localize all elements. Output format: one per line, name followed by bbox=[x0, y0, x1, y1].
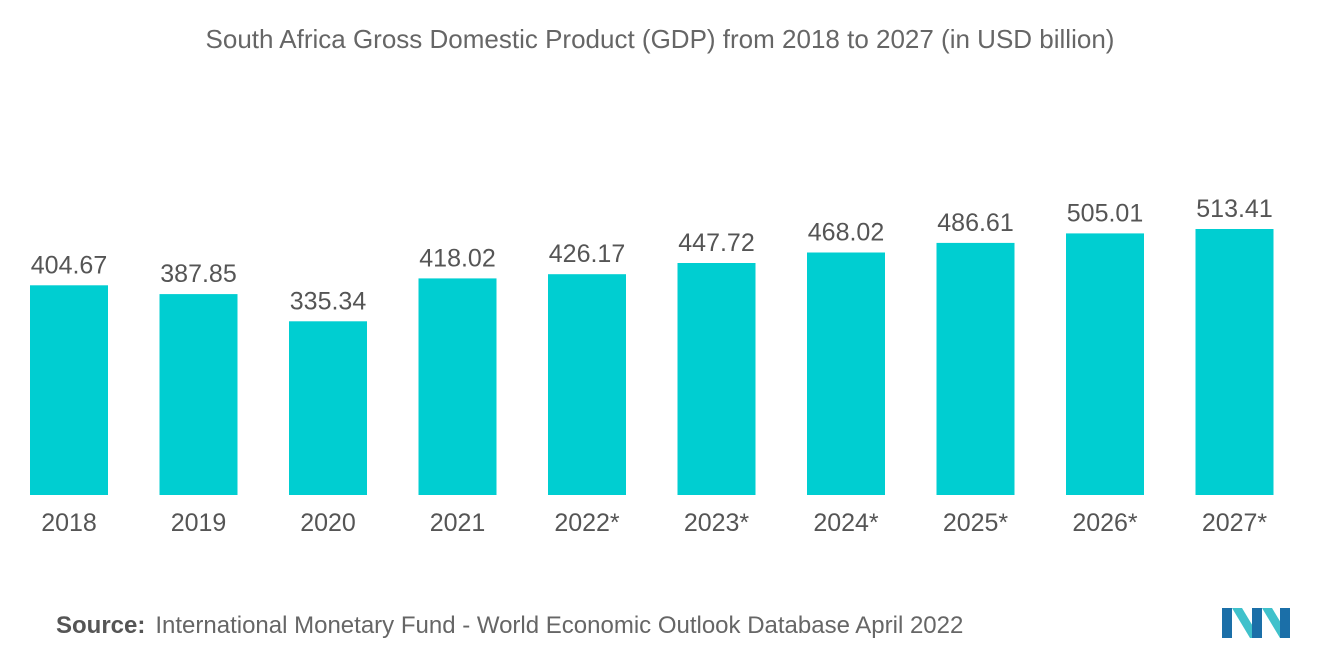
category-label: 2019 bbox=[171, 509, 227, 537]
value-label: 418.02 bbox=[419, 244, 495, 272]
category-label: 2021 bbox=[430, 509, 486, 537]
source-text: International Monetary Fund - World Econ… bbox=[155, 612, 964, 639]
bar-2018 bbox=[30, 285, 108, 495]
bar-2024-forecast bbox=[807, 252, 885, 495]
bar-2020 bbox=[289, 321, 367, 495]
logo-right-stroke bbox=[1280, 608, 1290, 638]
category-label: 2023* bbox=[684, 509, 750, 537]
logo-left-stroke bbox=[1222, 608, 1232, 638]
bar-2025-forecast bbox=[936, 242, 1015, 495]
value-label: 468.02 bbox=[808, 219, 884, 247]
category-label: 2027* bbox=[1202, 509, 1268, 537]
value-labels-group: 404.67 387.85 335.34 418.02 426.17 447.72 468.… bbox=[31, 195, 1273, 315]
value-label: 486.61 bbox=[937, 209, 1013, 237]
bar-chart: 404.67 387.85 335.34 418.02 426.17 447.72 468.… bbox=[30, 195, 1274, 537]
category-labels-group: 2018 2019 2020 2021 2022* 2023* 2024* 2025* 2026… bbox=[41, 509, 1267, 537]
bar-2023-forecast bbox=[677, 263, 756, 495]
category-label: 2020 bbox=[300, 509, 356, 537]
bar-2027-forecast bbox=[1195, 229, 1274, 495]
value-label: 505.01 bbox=[1067, 199, 1143, 227]
bar-2019 bbox=[159, 294, 238, 495]
category-label: 2018 bbox=[41, 509, 97, 537]
mordor-intelligence-logo-icon bbox=[1222, 608, 1290, 638]
value-label: 513.41 bbox=[1196, 195, 1272, 223]
chart-title: South Africa Gross Domestic Product (GDP… bbox=[205, 24, 1115, 54]
category-label: 2024* bbox=[813, 509, 879, 537]
source-note: Source: International Monetary Fund - Wor… bbox=[56, 612, 963, 640]
value-label: 335.34 bbox=[290, 287, 367, 315]
bars-group bbox=[30, 229, 1274, 495]
value-label: 426.17 bbox=[549, 240, 625, 268]
value-label: 387.85 bbox=[160, 260, 236, 288]
source-label: Source: bbox=[56, 612, 146, 639]
bar-2022-forecast bbox=[548, 274, 626, 495]
value-label: 404.67 bbox=[31, 251, 107, 279]
category-label: 2026* bbox=[1072, 509, 1138, 537]
category-label: 2022* bbox=[554, 509, 620, 537]
value-label: 447.72 bbox=[678, 229, 754, 257]
category-label: 2025* bbox=[943, 509, 1009, 537]
bar-2021 bbox=[418, 278, 497, 495]
bar-2026-forecast bbox=[1066, 233, 1144, 495]
logo-mid-stroke bbox=[1252, 608, 1262, 638]
